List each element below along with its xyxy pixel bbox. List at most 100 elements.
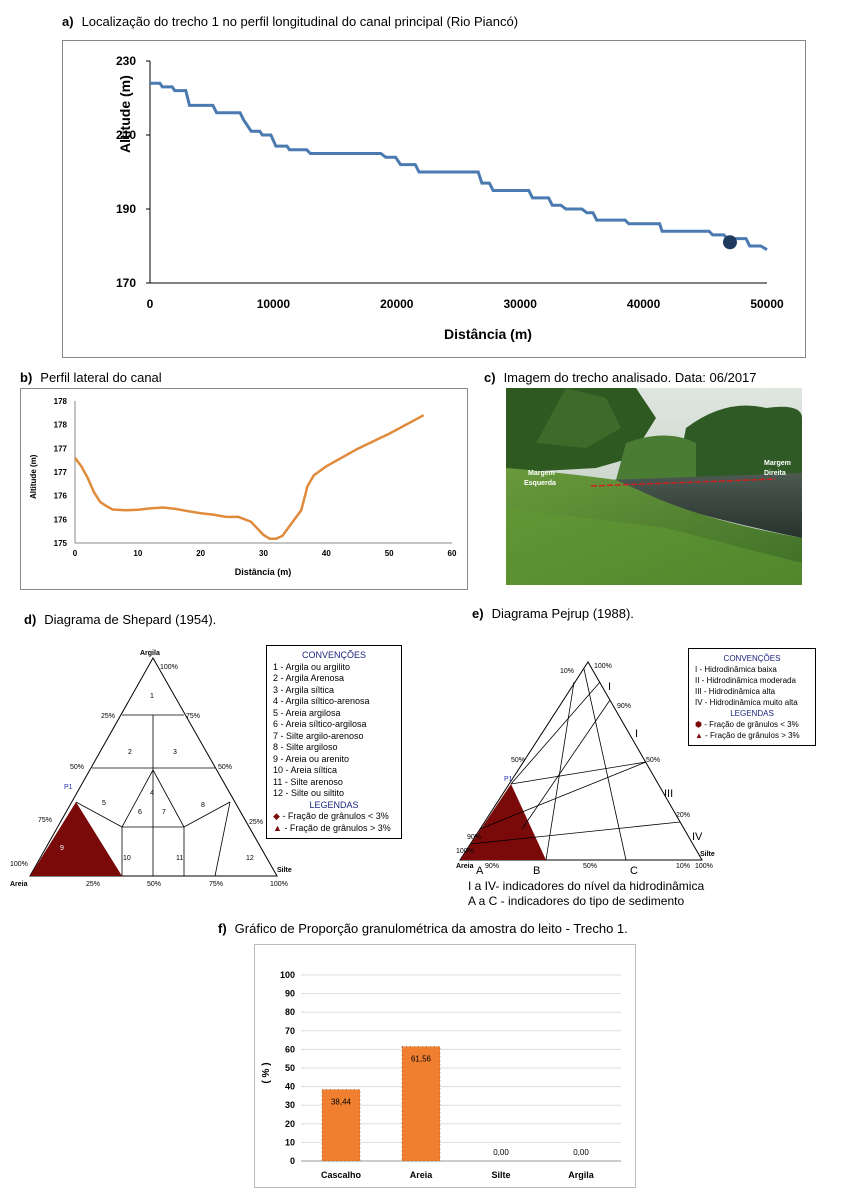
shepard-field-6: 6 <box>138 809 142 816</box>
chart-f-bar-areia <box>401 1046 441 1162</box>
shepard-pct-7: 100% <box>10 861 28 868</box>
pejrup-pct-2: 90% <box>617 703 631 710</box>
shepard-convention-10: 10 - Areia síltica <box>273 765 338 775</box>
shepard-legend-item-1-label: - Fração de grânulos < 3% <box>282 811 389 821</box>
chart-f-ytick-4: 60 <box>285 1044 295 1054</box>
chart-a-ylabel: Altitude (m) <box>117 75 133 153</box>
shepard-field-12: 12 <box>246 855 254 862</box>
shepard-field-4: 4 <box>150 790 154 797</box>
caption-c-text: Imagem do trecho analisado. Data: 06/201… <box>503 370 757 385</box>
shepard-field-7: 7 <box>162 809 166 816</box>
letter-c: c) <box>484 370 496 385</box>
pejrup-legend-item-1: ⬢ - Fração de grânulos < 3% <box>695 719 809 730</box>
chart-b-xtick-0: 0 <box>73 549 78 558</box>
shepard-pct-2: 75% <box>186 713 200 720</box>
chart-a-xtick-4: 40000 <box>627 297 661 311</box>
pejrup-legend: CONVENÇÕES I - Hidrodinâmica baixa II - … <box>688 648 816 746</box>
chart-b: Altitude (m) Distância (m) 0 10 20 30 40 50 60… <box>29 397 457 577</box>
shepard-convention-12: 12 - Silte ou siltito <box>273 788 345 798</box>
chart-a-xtick-2: 20000 <box>380 297 414 311</box>
chart-a-ytick-0: 230 <box>116 54 136 68</box>
shepard-field-3: 3 <box>173 749 177 756</box>
chart-a-ytick-3: 170 <box>116 276 136 290</box>
shepard-pct-0: 100% <box>160 664 178 671</box>
chart-f-ylabel: ( % ) <box>261 1062 272 1083</box>
shepard-pct-10: 75% <box>209 881 223 888</box>
shepard-legend-item-2-label: - Fração de grânulos > 3% <box>284 822 391 833</box>
chart-b-ytick-5: 176 <box>54 515 68 524</box>
shepard-apex-top: Argila <box>140 650 160 657</box>
pejrup-convention-4: IV - Hidrodinâmica muito alta <box>695 698 798 707</box>
shepard-convention-1: 1 - Argila ou argilito <box>273 661 351 672</box>
shepard-pct-8: 25% <box>86 881 100 888</box>
pejrup-roman-1: I <box>608 681 611 693</box>
shepard-pct-11: 100% <box>270 881 288 888</box>
chart-f-category-1: Areia <box>410 1170 434 1180</box>
shepard-legend-item-2: ▲ - Fração de grânulos > 3% <box>273 823 395 835</box>
shepard-field-1: 1 <box>150 693 154 700</box>
shepard-diagram: Argila Areia Silte 100% 25% 75% 50% 50% … <box>10 650 292 888</box>
chart-f-ytick-10: 0 <box>290 1156 295 1166</box>
chart-f-ytick-6: 40 <box>285 1082 295 1092</box>
pejrup-apex-left: Areia <box>456 863 474 870</box>
pejrup-letter-c: C <box>630 865 638 877</box>
shepard-pct-5: 75% <box>38 817 52 824</box>
shepard-legend: CONVENÇÕES 1 - Argila ou argilito 2 - Ar… <box>266 645 402 839</box>
chart-b-xtick-3: 30 <box>259 549 268 558</box>
shepard-convention-11: 11 - Silte arenoso <box>273 776 343 787</box>
pejrup-roman-4: IV <box>692 831 703 843</box>
shepard-field-11: 11 <box>176 855 183 862</box>
shepard-apex-right: Silte <box>277 867 292 874</box>
shepard-outline <box>29 656 278 877</box>
chart-a-frame: Altitude (m) Distância (m) 0 10000 20000 30… <box>62 40 806 358</box>
chart-a-xtick-0: 0 <box>147 297 154 311</box>
chart-b-ytick-2: 177 <box>54 444 68 453</box>
shepard-pct-9: 50% <box>147 881 161 888</box>
chart-b-xtick-1: 10 <box>133 549 142 558</box>
caption-b-text: Perfil lateral do canal <box>40 370 162 385</box>
pejrup-pct-5: 20% <box>676 812 690 819</box>
shepard-legend-title: CONVENÇÕES <box>301 650 366 660</box>
label-margem-direita-1: Margem <box>764 460 791 467</box>
letter-f: f) <box>218 921 227 936</box>
pejrup-pct-7: 100% <box>456 848 474 855</box>
caption-f: f) Gráfico de Proporção granulométrica da… <box>218 921 628 936</box>
chart-b-xtick-6: 60 <box>448 549 457 558</box>
diamond-icon: ◆ <box>273 811 280 821</box>
chart-f-data-label-2: 0,00 <box>493 1148 509 1157</box>
caption-a-text: Localização do trecho 1 no perfil longit… <box>81 14 519 29</box>
shepard-convention-7: 7 - Silte argilo-arenoso <box>273 730 364 741</box>
pejrup-legend-title: CONVENÇÕES <box>723 654 781 663</box>
caption-d-text: Diagrama de Shepard (1954). <box>44 612 217 627</box>
chart-f-data-label-1: 61,56 <box>411 1054 432 1063</box>
chart-f-bar-cascalho <box>321 1089 361 1162</box>
letter-a: a) <box>62 14 74 29</box>
shepard-convention-2: 2 - Argila Arenosa <box>273 673 345 683</box>
pejrup-legend-item-1-label: - Fração de grânulos < 3% <box>704 720 799 729</box>
pejrup-pct-bottom-0: 90% <box>485 863 499 870</box>
chart-f-ytick-5: 50 <box>285 1063 295 1073</box>
letter-b: b) <box>20 370 33 385</box>
pejrup-pct-6: 90% <box>467 834 481 841</box>
shepard-field-2: 2 <box>128 749 132 756</box>
chart-a-xlabel: Distância (m) <box>444 326 532 342</box>
chart-f-data-label-0: 38,44 <box>331 1098 352 1107</box>
chart-b-ytick-1: 178 <box>54 421 68 430</box>
chart-a-xtick-5: 50000 <box>750 297 784 311</box>
chart-f-ytick-0: 100 <box>280 970 295 980</box>
shepard-field-lines <box>75 714 231 877</box>
pejrup-convention-3: III - Hidrodinâmica alta <box>695 687 776 696</box>
pejrup-pct-3: 50% <box>511 757 525 764</box>
triangle-icon: ▲ <box>695 731 703 740</box>
pejrup-legends-title: LEGENDAS <box>730 709 774 718</box>
chart-f-category-3: Argila <box>568 1170 595 1180</box>
pejrup-pct-bottom-3: 100% <box>695 863 713 870</box>
pejrup-indicators: I a IV- indicadores do nível da hidrodin… <box>468 879 704 909</box>
chart-b-ytick-4: 176 <box>54 492 68 501</box>
pejrup-pct-0: 10% <box>560 668 574 675</box>
caption-f-text: Gráfico de Proporção granulométrica da a… <box>234 921 628 936</box>
chart-a-xtick-1: 10000 <box>257 297 291 311</box>
chart-f-ytick-2: 80 <box>285 1007 295 1017</box>
pejrup-legend-item-2: ▲ - Fração de grânulos > 3% <box>695 730 809 741</box>
shepard-pct-3: 50% <box>70 764 84 771</box>
